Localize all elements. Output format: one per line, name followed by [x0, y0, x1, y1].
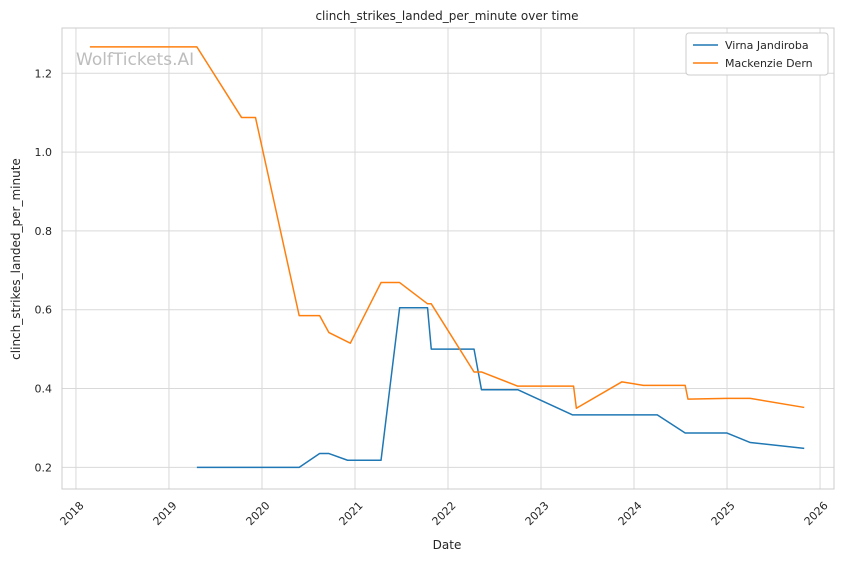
y-axis-ticks: 0.2 0.4 0.6 0.8 1.0 1.2	[35, 67, 53, 474]
x-axis-label: Date	[433, 538, 462, 552]
y-tick-label: 0.4	[35, 383, 53, 396]
series-layer	[89, 46, 805, 469]
series-line-mackenzie-dern	[89, 46, 805, 409]
legend: Virna Jandiroba Mackenzie Dern	[685, 32, 829, 76]
y-tick-label: 1.0	[35, 146, 53, 159]
y-tick-label: 0.2	[35, 461, 53, 474]
legend-label-virna-jandiroba: Virna Jandiroba	[725, 39, 809, 52]
y-tick-label: 0.6	[35, 304, 53, 317]
y-tick-label: 1.2	[35, 67, 53, 80]
series-line-virna-jandiroba	[196, 307, 805, 469]
grid	[62, 28, 834, 489]
plot-frame	[61, 27, 835, 490]
y-tick-label: 0.8	[35, 225, 53, 238]
legend-label-mackenzie-dern: Mackenzie Dern	[725, 57, 813, 70]
chart-title: clinch_strikes_landed_per_minute over ti…	[315, 9, 578, 23]
watermark: WolfTickets.AI	[76, 50, 194, 70]
legend-box	[685, 32, 829, 76]
y-axis-label: clinch_strikes_landed_per_minute	[9, 158, 23, 360]
